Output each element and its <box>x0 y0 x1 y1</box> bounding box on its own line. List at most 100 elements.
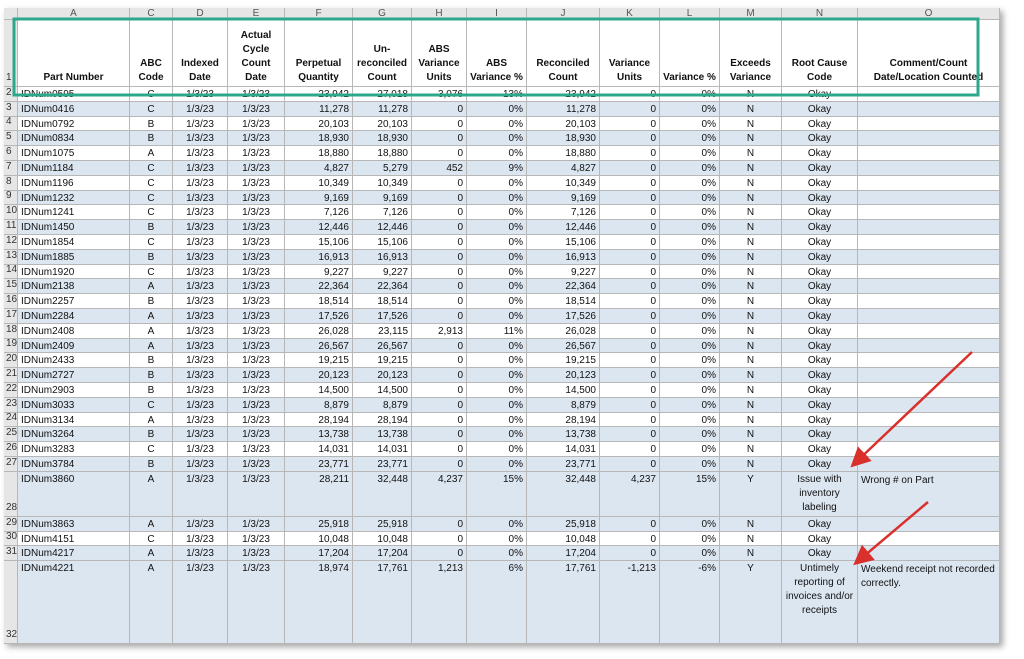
data-cell: 23,942 <box>527 87 600 102</box>
data-cell: A <box>130 471 173 517</box>
data-cell: 0% <box>467 205 527 221</box>
data-cell: 1/3/23 <box>173 471 228 517</box>
data-cell: Okay <box>782 175 858 191</box>
data-cell: 15,106 <box>285 235 353 250</box>
data-cell: 0% <box>660 309 720 324</box>
data-cell: 0% <box>467 131 527 147</box>
data-cell: 1/3/23 <box>173 220 228 235</box>
data-cell: 13% <box>467 87 527 102</box>
data-cell: 10,048 <box>527 531 600 547</box>
data-cell: 19,215 <box>285 353 353 369</box>
data-cell: IDNum3134 <box>18 412 130 428</box>
data-cell: 14,500 <box>527 383 600 398</box>
data-cell: 1/3/23 <box>173 161 228 176</box>
data-cell: A <box>130 309 173 324</box>
column-letter: H <box>412 8 467 20</box>
data-cell: 0% <box>467 383 527 398</box>
data-cell: Okay <box>782 116 858 132</box>
data-cell: 0% <box>467 427 527 443</box>
data-cell: IDNum4217 <box>18 546 130 562</box>
column-letter: K <box>600 8 660 20</box>
data-cell: 18,930 <box>527 131 600 147</box>
data-cell: 0 <box>412 531 467 547</box>
data-cell: 8,879 <box>285 397 353 413</box>
data-cell: Untimely reporting of invoices and/or re… <box>782 561 858 644</box>
row-number: 13 <box>4 249 18 265</box>
data-cell: 18,880 <box>353 146 412 161</box>
data-cell: A <box>130 546 173 562</box>
data-cell: 1/3/23 <box>228 131 285 147</box>
data-cell: 16,913 <box>527 249 600 265</box>
data-cell: 1/3/23 <box>173 131 228 147</box>
data-cell: IDNum0595 <box>18 87 130 102</box>
data-cell: 22,364 <box>527 279 600 295</box>
data-cell: B <box>130 116 173 132</box>
data-cell: 0 <box>412 397 467 413</box>
data-cell: 11,278 <box>285 101 353 117</box>
data-cell: 0 <box>412 427 467 443</box>
data-cell: Okay <box>782 383 858 398</box>
data-cell: 22,364 <box>353 279 412 295</box>
data-cell: 1/3/23 <box>228 546 285 562</box>
column-letter: C <box>130 8 173 20</box>
data-cell: 0% <box>660 190 720 206</box>
data-cell: 9,227 <box>527 264 600 280</box>
data-cell: Okay <box>782 220 858 235</box>
data-cell: 11,278 <box>353 101 412 117</box>
column-letter: A <box>18 8 130 20</box>
data-cell <box>858 412 1000 428</box>
data-cell: 15,106 <box>527 235 600 250</box>
data-cell: IDNum3264 <box>18 427 130 443</box>
row-number: 30 <box>4 531 18 547</box>
data-cell: 0% <box>660 323 720 339</box>
data-cell: Okay <box>782 531 858 547</box>
data-cell: 26,567 <box>527 338 600 354</box>
data-cell: Okay <box>782 190 858 206</box>
data-cell: 0 <box>600 116 660 132</box>
data-cell: 1/3/23 <box>228 235 285 250</box>
data-cell: IDNum3784 <box>18 457 130 472</box>
data-cell: 0 <box>600 249 660 265</box>
row-number: 9 <box>4 190 18 206</box>
data-cell: IDNum1885 <box>18 249 130 265</box>
data-cell: 18,880 <box>285 146 353 161</box>
data-cell: 3,076 <box>412 87 467 102</box>
data-cell: N <box>720 531 782 547</box>
data-cell: 0 <box>600 146 660 161</box>
data-cell: 0% <box>467 190 527 206</box>
data-cell: 14,031 <box>527 442 600 457</box>
data-cell: 17,526 <box>527 309 600 324</box>
data-cell <box>858 442 1000 457</box>
data-cell: 0 <box>412 442 467 457</box>
data-cell: 0 <box>412 368 467 383</box>
data-cell: 14,031 <box>285 442 353 457</box>
data-cell: 1/3/23 <box>173 101 228 117</box>
data-cell: 15% <box>660 471 720 517</box>
data-cell: 1/3/23 <box>173 175 228 191</box>
data-cell: 1/3/23 <box>173 516 228 532</box>
spreadsheet: A C D E F G H I J K L M N O 1 Part Number ABC Code Indexe… <box>4 8 1000 644</box>
data-cell: 0 <box>600 368 660 383</box>
data-cell: Okay <box>782 205 858 221</box>
data-cell: 17,761 <box>527 561 600 644</box>
data-cell: 20,103 <box>285 116 353 132</box>
data-cell <box>858 279 1000 295</box>
data-cell: 10,349 <box>285 175 353 191</box>
data-cell: 9,227 <box>353 264 412 280</box>
data-cell: 1/3/23 <box>173 87 228 102</box>
data-cell: 0 <box>412 516 467 532</box>
header-cell: Part Number <box>18 20 130 87</box>
row-number: 6 <box>4 146 18 161</box>
data-cell: 23,771 <box>353 457 412 472</box>
row-number: 1 <box>4 20 18 87</box>
data-cell: IDNum0416 <box>18 101 130 117</box>
data-cell: Wrong # on Part <box>858 471 1000 517</box>
data-cell: B <box>130 383 173 398</box>
data-cell: Y <box>720 471 782 517</box>
data-cell: IDNum1241 <box>18 205 130 221</box>
data-cell: N <box>720 190 782 206</box>
data-cell: A <box>130 279 173 295</box>
row-number: 18 <box>4 323 18 339</box>
data-cell: 12,446 <box>353 220 412 235</box>
data-cell: 28,194 <box>353 412 412 428</box>
